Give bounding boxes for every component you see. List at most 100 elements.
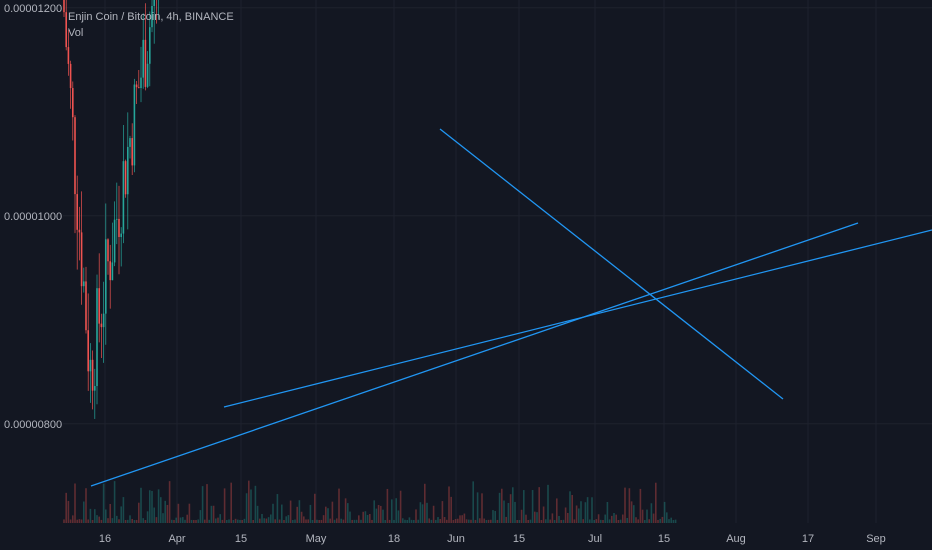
- volume-bar: [333, 519, 336, 523]
- volume-bar: [347, 503, 349, 523]
- volume-bar: [595, 519, 598, 523]
- volume-bar: [529, 519, 532, 523]
- volume-bar: [439, 519, 441, 523]
- volume-bar: [331, 501, 334, 523]
- volume-bar: [498, 492, 501, 523]
- volume-bar: [648, 519, 650, 523]
- volume-bar: [91, 519, 94, 523]
- volume-bar: [606, 501, 609, 523]
- x-axis-tick: Sep: [866, 533, 886, 545]
- volume-bar: [342, 519, 345, 523]
- volume-bar: [630, 501, 633, 523]
- volume-bar: [419, 502, 422, 523]
- volume-bar: [303, 516, 305, 523]
- volume-bar: [76, 519, 78, 523]
- volume-bar: [437, 517, 439, 523]
- volume-bar: [294, 519, 296, 523]
- volume-bar: [298, 500, 301, 523]
- volume-bar: [461, 515, 463, 523]
- volume-bar: [593, 519, 595, 523]
- volume-bar: [463, 513, 466, 523]
- volume-bar: [171, 519, 173, 523]
- volume-bar: [166, 504, 169, 523]
- volume-bar: [358, 515, 360, 523]
- volume-bar: [487, 519, 490, 523]
- x-axis-tick: Jun: [447, 533, 465, 545]
- volume-bar: [254, 485, 257, 523]
- volume-bar: [351, 519, 353, 523]
- volume-bar: [369, 514, 371, 523]
- volume-bar: [127, 519, 129, 523]
- volume-bar: [388, 519, 391, 523]
- volume-bar: [479, 518, 481, 523]
- volume-bar: [534, 511, 536, 523]
- volume-bar: [527, 519, 529, 523]
- volume-bar: [514, 501, 516, 523]
- volume-bar: [329, 518, 331, 523]
- volume-bar: [245, 493, 248, 523]
- candle-body: [76, 194, 78, 230]
- volume-bar: [146, 511, 149, 523]
- volume-bar: [162, 513, 164, 523]
- volume-bar: [175, 517, 177, 523]
- volume-bar: [474, 519, 477, 523]
- volume-bar: [399, 490, 402, 523]
- volume-bar: [107, 518, 109, 523]
- volume-bar: [655, 482, 657, 523]
- volume-bar: [124, 519, 127, 523]
- volume-bar: [512, 487, 514, 523]
- candle-body: [102, 313, 105, 328]
- volume-bar: [173, 519, 175, 523]
- volume-bar: [153, 507, 155, 523]
- volume-bar: [604, 514, 606, 523]
- volume-bar: [219, 514, 221, 523]
- volume-bar: [65, 492, 67, 523]
- volume-bar: [558, 515, 560, 523]
- volume-bar: [252, 519, 254, 523]
- volume-bar: [283, 519, 285, 523]
- volume-bar: [553, 519, 556, 523]
- volume-bar: [646, 509, 648, 523]
- volume-bar: [237, 519, 239, 523]
- volume-bar: [232, 519, 235, 523]
- volume-bar: [102, 483, 105, 523]
- volume-bar: [188, 503, 191, 523]
- volume-bar: [674, 519, 677, 523]
- candle-body: [120, 233, 122, 238]
- volume-bar: [274, 519, 276, 523]
- candle-body: [69, 63, 72, 89]
- candle-body: [63, 0, 65, 13]
- volume-bar: [371, 519, 373, 523]
- volume-bar: [248, 480, 250, 523]
- x-axis-tick: 15: [235, 533, 247, 545]
- volume-bar: [300, 511, 303, 523]
- volume-bar: [129, 515, 131, 523]
- x-axis-tick: 16: [99, 533, 111, 545]
- candle-body: [124, 161, 127, 195]
- volume-bar: [138, 502, 140, 523]
- volume-bar: [208, 519, 210, 523]
- volume-bar: [228, 519, 230, 523]
- volume-bar: [118, 519, 120, 523]
- volume-bar: [578, 508, 580, 523]
- volume-bar: [613, 512, 615, 523]
- volume-bar: [650, 503, 653, 523]
- volume-bar: [316, 519, 318, 523]
- volume-bar: [424, 483, 426, 523]
- volume-bar: [443, 516, 446, 523]
- volume-bar: [644, 519, 646, 523]
- volume-bar: [100, 519, 103, 523]
- volume-bar: [657, 519, 659, 523]
- candle-body: [116, 218, 118, 220]
- volume-bar: [639, 488, 642, 523]
- volume-bar: [430, 519, 433, 523]
- volume-bar: [366, 514, 369, 523]
- volume-bar: [417, 519, 419, 523]
- volume-bar: [652, 513, 655, 523]
- volume-bar: [468, 519, 470, 523]
- volume-bar: [204, 519, 206, 523]
- volume-bar: [179, 517, 182, 523]
- candle-body: [129, 138, 131, 147]
